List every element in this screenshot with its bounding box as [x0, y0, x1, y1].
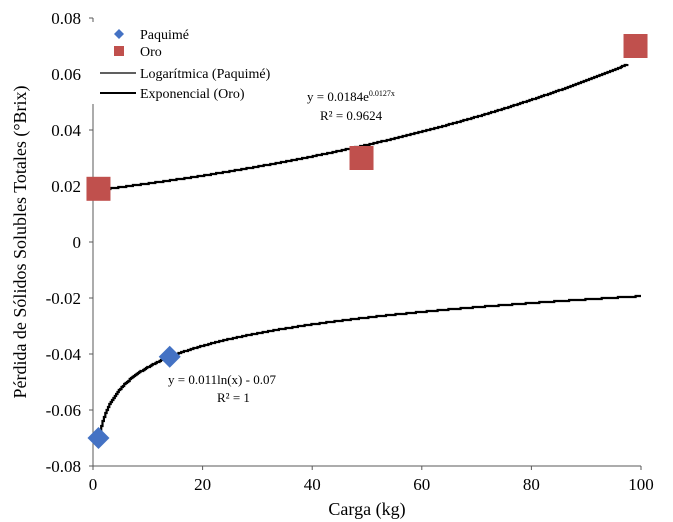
- trendline-exponential: [98, 63, 629, 192]
- legend-oro-label: Oro: [140, 45, 162, 60]
- data-points: [86, 34, 648, 449]
- y-axis-title: Pérdida de Sólidos Solubles Totales (°Br…: [10, 85, 31, 398]
- x-tick-label: 40: [304, 475, 321, 494]
- x-tick-label: 20: [194, 475, 211, 494]
- y-tick-label: 0.06: [51, 65, 81, 84]
- y-tick-label: 0.02: [51, 177, 81, 196]
- legend-oro-marker: [114, 46, 124, 56]
- legend-log-label: Logarítmica (Paquimé): [140, 67, 271, 82]
- y-tick-label: -0.06: [46, 401, 81, 420]
- x-tick-label: 100: [628, 475, 654, 494]
- axes: -0.08 -0.06 -0.04 -0.02 0 0.02 0.04 0.06 0.08 0 20…: [10, 9, 654, 520]
- legend-box: [88, 22, 298, 104]
- y-tick-label: -0.08: [46, 457, 81, 476]
- paquime-r2: R² = 1: [217, 390, 250, 405]
- trendline-logarithmic: [98, 294, 641, 440]
- paquime-point: [87, 427, 110, 449]
- y-tick-label: -0.04: [46, 345, 82, 364]
- oro-r2: R² = 0.9624: [320, 108, 383, 123]
- x-tick-label: 60: [413, 475, 430, 494]
- legend-exp-label: Exponencial (Oro): [140, 87, 245, 102]
- legend-paquime-label: Paquimé: [140, 28, 189, 43]
- x-tick-label: 80: [523, 475, 540, 494]
- oro-point: [623, 34, 648, 58]
- x-tick-label: 0: [89, 475, 98, 494]
- x-axis-title: Carga (kg): [328, 499, 405, 520]
- y-tick-label: 0.08: [51, 9, 81, 28]
- paquime-point: [158, 345, 181, 368]
- y-tick-label: 0.04: [51, 121, 81, 140]
- paquime-equation: y = 0.011ln(x) - 0.07: [168, 372, 276, 387]
- oro-point: [349, 146, 374, 170]
- trendlines: [98, 63, 641, 440]
- legend: Paquimé Oro Logarítmica (Paquimé) Expone…: [88, 22, 298, 104]
- legend-paquime-marker: [114, 29, 124, 39]
- oro-point: [86, 176, 111, 201]
- annotations: y = 0.0184e0.0127x R² = 0.9624 y = 0.011…: [168, 89, 395, 405]
- oro-equation: y = 0.0184e0.0127x: [307, 89, 395, 104]
- y-tick-label: -0.02: [46, 289, 81, 308]
- y-tick-label: 0: [73, 233, 82, 252]
